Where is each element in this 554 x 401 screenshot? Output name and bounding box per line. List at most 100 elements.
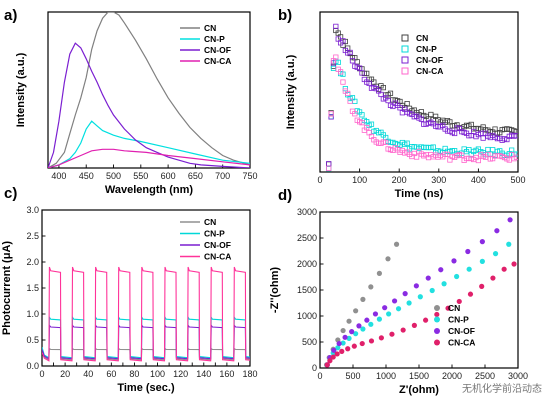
legend-item-cn: CN: [401, 33, 428, 43]
y-tick-label: 0: [312, 363, 317, 373]
data-point: [456, 298, 462, 305]
data-point: [434, 311, 440, 318]
data-point: [382, 305, 388, 311]
legend-swatch: [401, 56, 409, 64]
x-tick-label: 200: [392, 175, 407, 185]
x-axis-title: Time (ns): [395, 188, 444, 200]
legend-item-cn: CN: [180, 23, 216, 33]
legend-swatch: [434, 328, 440, 334]
data-point: [425, 275, 431, 281]
data-point: [327, 358, 333, 364]
data-point: [479, 239, 485, 245]
data-point: [513, 133, 518, 139]
data-point: [402, 291, 408, 297]
data-point: [346, 335, 352, 341]
series-cn-ca-line: [42, 266, 250, 362]
data-point: [471, 128, 477, 135]
legend-label: CN-CA: [416, 66, 443, 76]
data-point: [479, 283, 485, 289]
panel-letter: d): [278, 187, 292, 204]
y-tick-label: 0.5: [26, 335, 39, 345]
data-point: [345, 90, 351, 97]
data-point: [386, 311, 392, 317]
series-cn-p-line: [42, 315, 250, 359]
data-point: [340, 79, 346, 85]
x-tick-label: 550: [133, 171, 148, 181]
panel-d-nyquist-plot: 0 500 1000 1500 2000 2500 3000 0 500 1000 1500 2000…: [269, 187, 528, 396]
x-axis-title: Time (sec.): [117, 382, 175, 394]
data-point: [368, 321, 374, 327]
series-cn-of-line: [42, 323, 250, 360]
x-tick-label: 140: [196, 369, 211, 379]
data-point: [429, 287, 435, 294]
series-cn-of-line: [48, 42, 250, 168]
plot-area: [324, 217, 517, 368]
data-point: [353, 331, 359, 337]
y-axis-title: Intensity (a.u.): [285, 54, 297, 129]
legend-item-cn: CN: [180, 217, 216, 227]
y-tick-label: 1500: [297, 285, 317, 295]
y-tick-label: 1.0: [26, 309, 39, 319]
data-point: [480, 135, 486, 141]
legend-swatch: [401, 34, 409, 42]
x-tick-label: 650: [188, 171, 203, 181]
data-point: [406, 300, 412, 306]
series-cn-ca-points: [324, 261, 517, 368]
panel-b-time-resolved-pl: 0 100 200 300 400 500 Time (ns) Intensity (a.u.…: [278, 7, 526, 200]
y-tick-label: 3000: [297, 207, 317, 217]
data-point: [423, 317, 429, 323]
y-tick-label: 1.5: [26, 283, 39, 293]
panel-letter: c): [4, 185, 17, 202]
data-point: [356, 65, 363, 71]
y-tick-label: 3.0: [26, 205, 39, 215]
x-tick-label: 2000: [442, 371, 462, 381]
data-point: [387, 90, 394, 96]
data-point: [333, 54, 339, 60]
watermark-text: 无机化学前沿动态: [462, 382, 542, 395]
data-point: [336, 340, 342, 347]
data-point: [475, 157, 482, 164]
data-point: [376, 316, 382, 322]
data-point: [349, 329, 355, 335]
panel-letter: b): [278, 7, 292, 24]
data-point: [340, 340, 346, 346]
series-cn-of-points: [326, 23, 518, 167]
series-cn-line: [48, 12, 250, 168]
x-tick-label: 500: [106, 171, 121, 181]
data-point: [345, 346, 351, 352]
data-point: [418, 116, 424, 122]
data-point: [326, 165, 332, 171]
x-tick-label: 180: [242, 369, 257, 379]
legend-item-cn-p: CN-P: [434, 315, 469, 325]
data-point: [360, 296, 366, 302]
plot-area: [42, 266, 250, 362]
data-point: [385, 256, 391, 262]
x-tick-label: 400: [471, 175, 486, 185]
legend-label: CN-CA: [204, 56, 231, 66]
data-point: [331, 347, 337, 353]
y-tick-label: 2.0: [26, 257, 39, 267]
data-point: [351, 343, 357, 349]
y-tick-label: 2.5: [26, 231, 39, 241]
data-point: [366, 80, 372, 86]
x-axis-title: Z'(ohm): [399, 384, 439, 396]
x-tick-label: 0: [317, 371, 322, 381]
data-point: [485, 146, 491, 153]
panel-letter: a): [4, 7, 17, 24]
x-tick-label: 500: [345, 371, 360, 381]
data-point: [349, 58, 356, 64]
series-cn-p-line: [48, 120, 250, 168]
legend-item-cn: CN: [434, 303, 460, 313]
x-tick-label: 400: [51, 171, 66, 181]
data-point: [441, 281, 447, 287]
data-point: [395, 306, 402, 312]
data-point: [328, 111, 334, 117]
data-point: [490, 275, 496, 281]
legend-label: CN-OF: [204, 240, 231, 250]
data-point: [430, 144, 436, 150]
data-point: [445, 305, 451, 311]
legend-item-cn-ca: CN-CA: [180, 252, 231, 262]
y-tick-label: 500: [302, 337, 317, 347]
data-point: [364, 125, 370, 131]
